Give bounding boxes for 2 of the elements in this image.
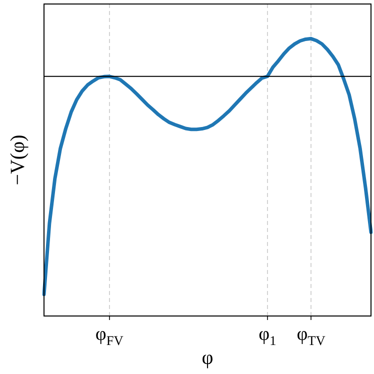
x-axis-title: φ <box>202 347 214 369</box>
y-axis-title: −V(φ) <box>7 134 29 186</box>
